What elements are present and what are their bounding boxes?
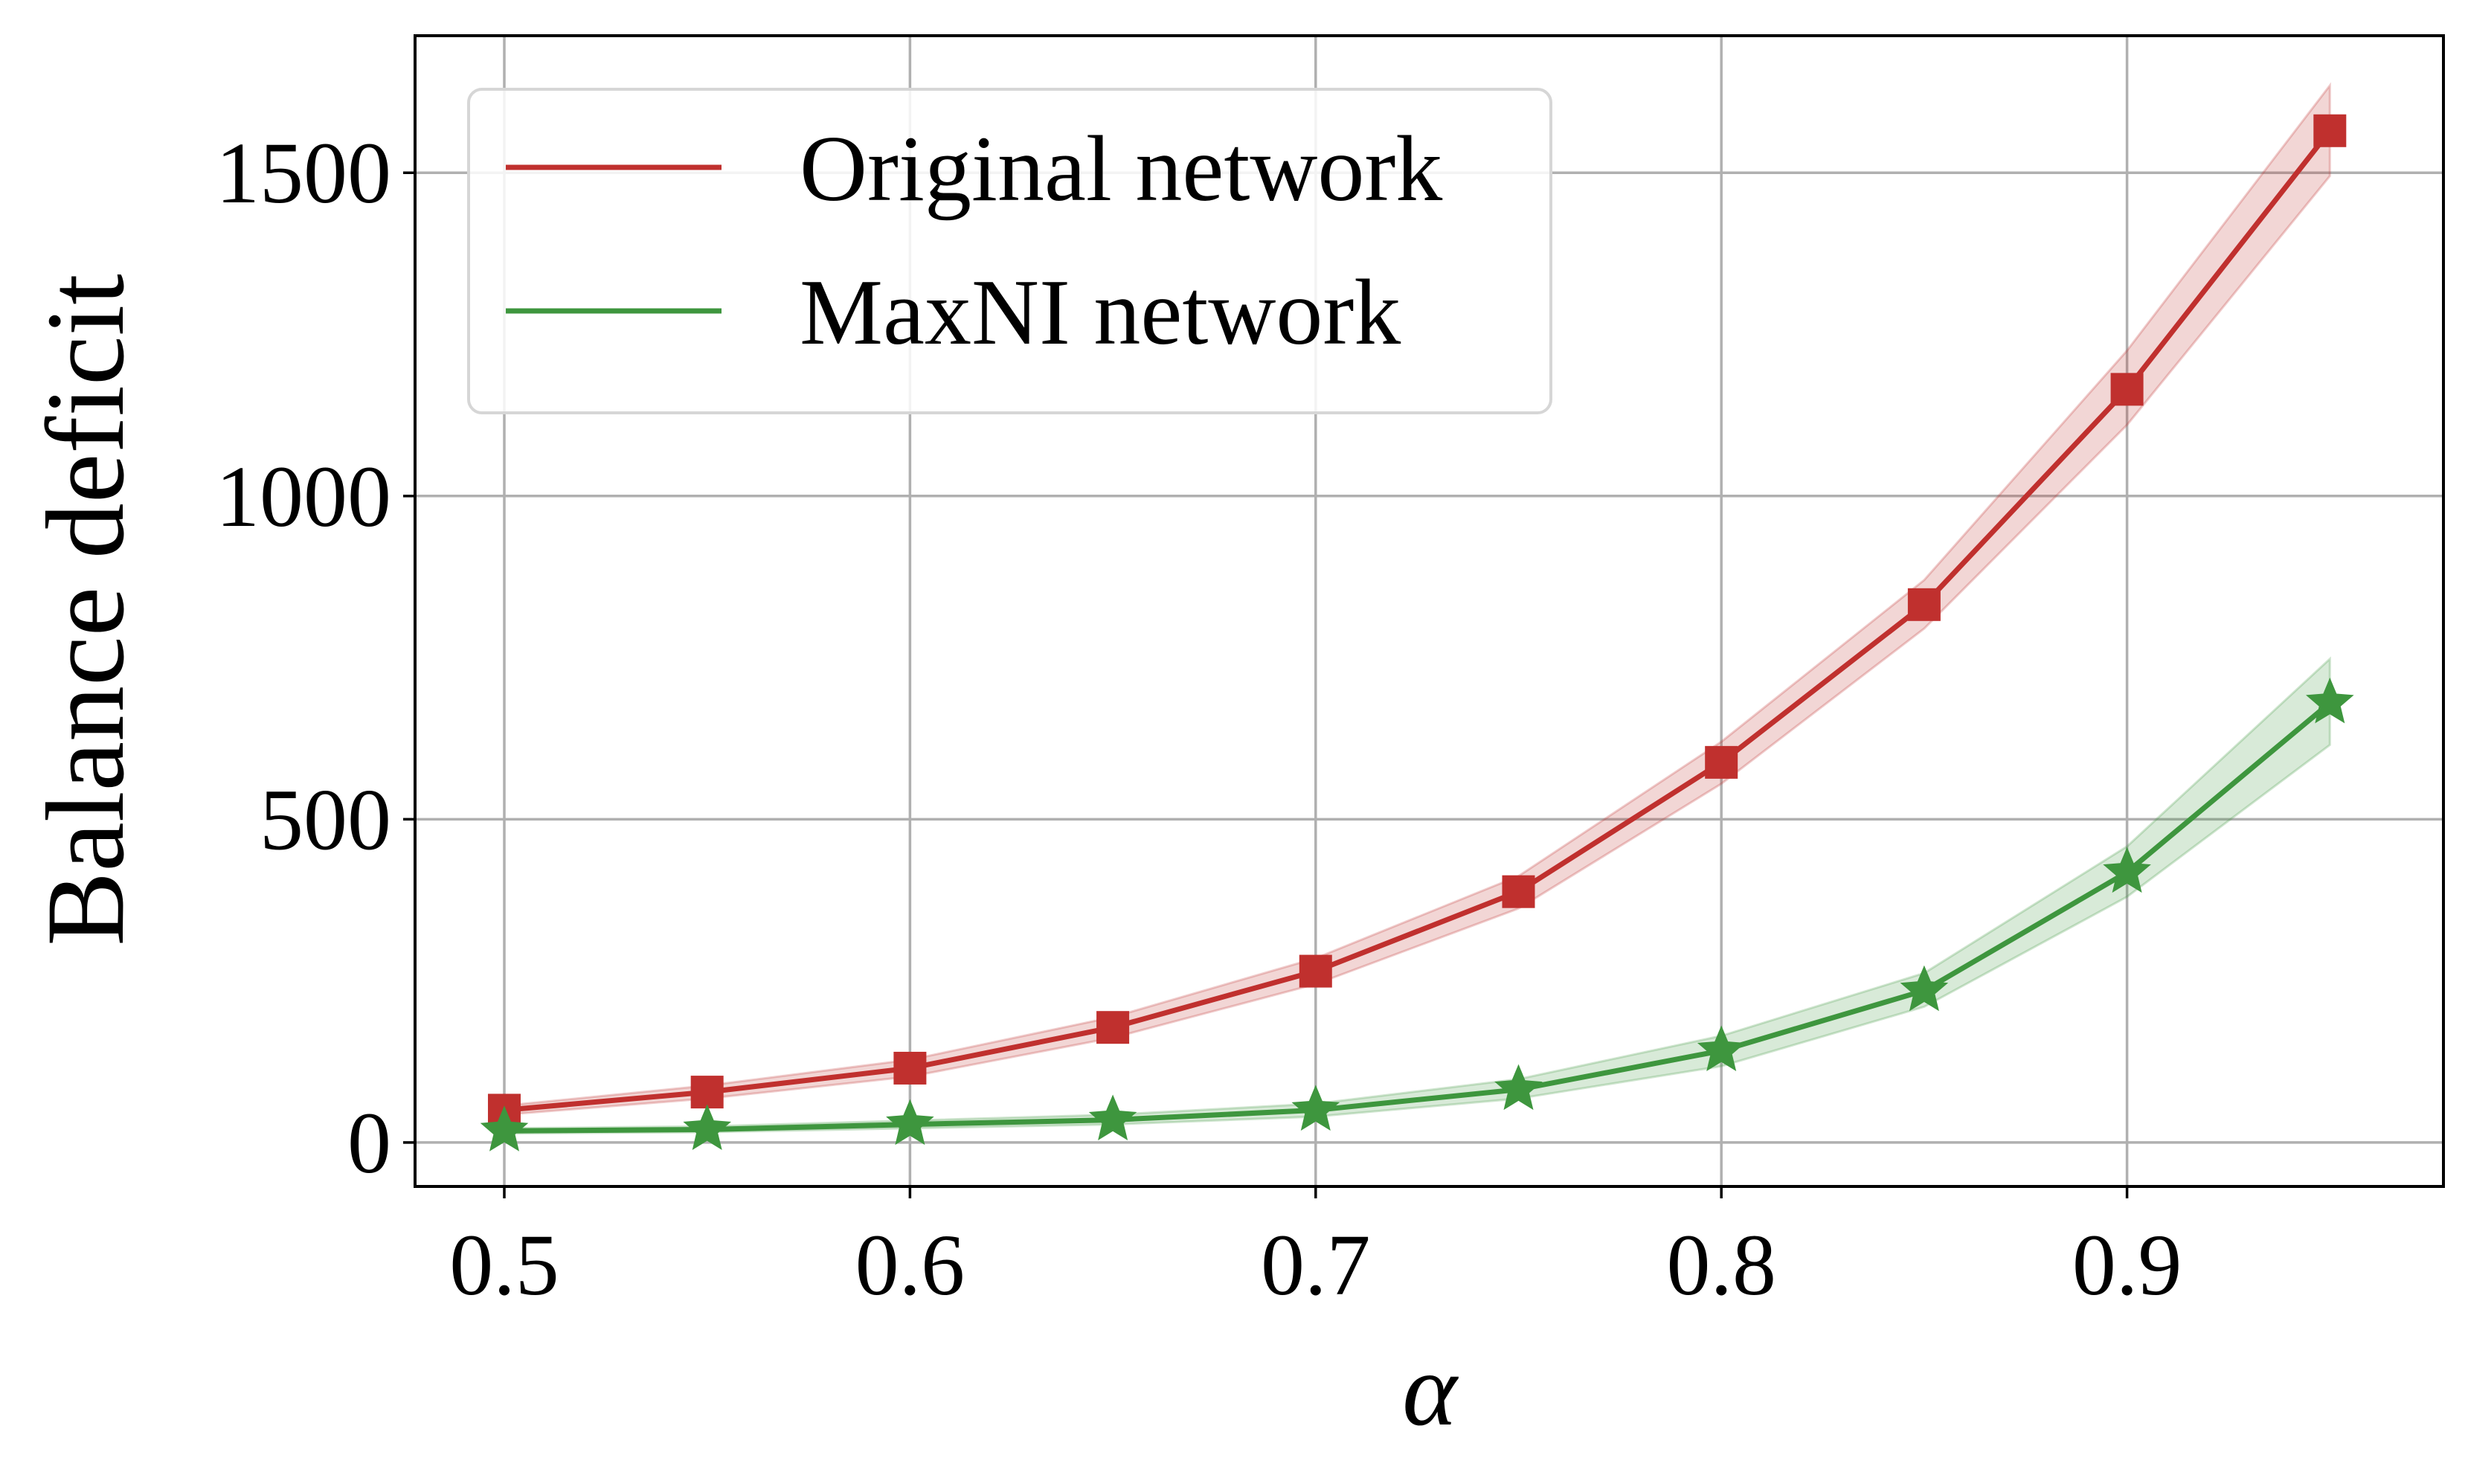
series-lines	[504, 129, 2333, 1134]
original-network-marker	[1299, 954, 1332, 988]
y-axis-ticks: 0 500 1000 1500	[216, 124, 415, 1192]
y-tick-label: 1000	[216, 448, 391, 545]
maxni-network-marker	[886, 1099, 934, 1146]
series-markers	[480, 114, 2354, 1151]
x-tick-label: 0.7	[1261, 1216, 1371, 1314]
x-tick-label: 0.6	[855, 1216, 965, 1314]
x-tick-label: 0.9	[2072, 1216, 2182, 1314]
legend-label: Original network	[800, 118, 1442, 221]
maxni-network-marker	[1697, 1025, 1746, 1071]
maxni-network-marker	[2306, 677, 2354, 724]
original-network-marker	[893, 1051, 927, 1085]
original-network-marker	[1705, 745, 1738, 779]
y-axis-label: Balance deficit	[24, 274, 147, 946]
legend: Original network MaxNI network	[467, 88, 1552, 414]
confidence-bands	[503, 82, 2331, 1135]
original-network-line	[504, 129, 2333, 1113]
original-network-marker	[1096, 1011, 1130, 1044]
legend-box	[467, 88, 1552, 414]
legend-label: MaxNI network	[800, 261, 1401, 364]
y-tick-label: 0	[347, 1094, 391, 1192]
original-network-marker	[690, 1076, 724, 1109]
maxni-network-marker	[480, 1105, 529, 1151]
maxni-network-marker	[2103, 847, 2151, 893]
x-tick-label: 0.8	[1666, 1216, 1776, 1314]
original-network-marker	[1502, 875, 1535, 908]
maxni-network-band	[503, 656, 2331, 1135]
plot-frame	[414, 34, 2445, 1188]
maxni-network-marker	[683, 1104, 731, 1150]
x-axis-label: α	[1402, 1332, 1459, 1448]
x-axis-ticks: 0.5 0.6 0.7 0.8 0.9	[449, 1186, 2182, 1314]
maxni-network-marker	[1088, 1094, 1137, 1140]
original-network-marker	[2110, 373, 2144, 406]
maxni-network-line	[504, 701, 2332, 1134]
maxni-network-marker	[1291, 1085, 1340, 1131]
original-network-band	[503, 82, 2331, 1117]
maxni-network-marker	[1494, 1064, 1543, 1111]
maxni-network-marker	[1900, 965, 1949, 1012]
x-tick-label: 0.5	[449, 1216, 559, 1314]
y-tick-label: 1500	[216, 124, 391, 222]
y-tick-label: 500	[260, 771, 391, 868]
original-network-marker	[2313, 114, 2347, 147]
original-network-marker	[1907, 588, 1941, 621]
